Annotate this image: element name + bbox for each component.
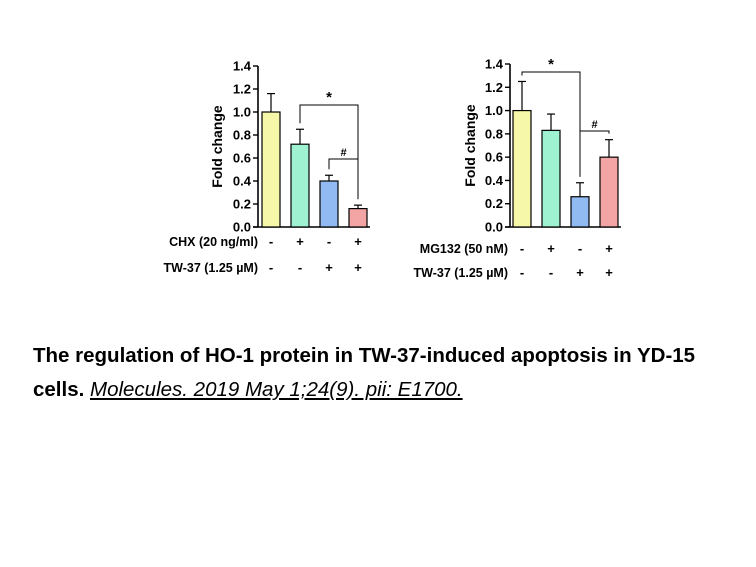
- condition-sign: -: [578, 241, 582, 256]
- y-tick-label: 1.2: [485, 80, 503, 95]
- bar: [319, 180, 339, 228]
- significance-mark: *: [326, 89, 332, 106]
- condition-sign: +: [605, 265, 613, 280]
- caption-text: The regulation of HO-1 protein in TW-37-…: [33, 344, 696, 401]
- y-tick-label: 1.0: [485, 103, 503, 118]
- condition-sign: -: [520, 265, 524, 280]
- condition-label: CHX (20 ng/ml): [169, 235, 258, 249]
- y-tick-label: 0.8: [233, 128, 251, 143]
- y-tick-label: 0.4: [485, 173, 504, 188]
- y-tick-label: 0.6: [485, 150, 503, 165]
- y-tick-label: 0.2: [233, 197, 251, 212]
- significance-bracket: [328, 158, 359, 200]
- condition-sign: -: [549, 265, 553, 280]
- y-tick-label: 0.4: [233, 174, 252, 189]
- figure-caption: The regulation of HO-1 protein in TW-37-…: [33, 339, 748, 407]
- bar: [512, 109, 532, 228]
- bar: [261, 111, 281, 228]
- y-axis-title: Fold change: [209, 105, 225, 188]
- bar: [290, 143, 310, 228]
- y-tick-label: 1.2: [233, 82, 251, 97]
- y-tick-label: 1.0: [233, 105, 251, 120]
- significance-bracket: [521, 71, 581, 177]
- significance-bracket: [579, 130, 610, 177]
- bar: [599, 156, 619, 228]
- condition-sign: -: [327, 234, 331, 249]
- y-tick-label: 0.6: [233, 151, 251, 166]
- condition-sign: +: [576, 265, 584, 280]
- condition-label: TW-37 (1.25 µM): [414, 266, 508, 280]
- condition-sign: -: [269, 260, 273, 275]
- y-axis-title: Fold change: [462, 104, 478, 187]
- condition-label: MG132 (50 nM): [420, 242, 508, 256]
- condition-sign: +: [325, 260, 333, 275]
- bar: [348, 208, 368, 228]
- condition-sign: -: [269, 234, 273, 249]
- y-tick-label: 0.2: [485, 196, 503, 211]
- y-tick-label: 0.0: [485, 220, 503, 235]
- condition-sign: +: [354, 234, 362, 249]
- bar: [570, 196, 590, 228]
- condition-label: TW-37 (1.25 µM): [164, 261, 258, 275]
- condition-sign: +: [605, 241, 613, 256]
- y-tick-label: 0.0: [233, 220, 251, 235]
- chart-mg132: 0.0 0.2 0.4 0.6 0.8 1.0 1.2 1.4 Fold change * # MG1…: [414, 56, 621, 280]
- y-tick-label: 1.4: [233, 59, 252, 74]
- significance-mark: *: [548, 56, 554, 73]
- condition-sign: +: [547, 241, 555, 256]
- condition-sign: -: [298, 260, 302, 275]
- citation-link[interactable]: Molecules. 2019 May 1;24(9). pii: E1700.: [90, 378, 463, 401]
- condition-sign: +: [296, 234, 304, 249]
- significance-mark: #: [340, 147, 346, 159]
- condition-sign: -: [520, 241, 524, 256]
- chart-chx: 0.0 0.2 0.4 0.6 0.8 1.0 1.2 1.4 Fold change * # CHX…: [164, 59, 370, 275]
- figure: 0.0 0.2 0.4 0.6 0.8 1.0 1.2 1.4 Fold change * # CHX…: [164, 56, 621, 280]
- significance-mark: #: [591, 119, 597, 131]
- condition-sign: +: [354, 260, 362, 275]
- bar: [541, 129, 561, 228]
- y-tick-label: 0.8: [485, 126, 503, 141]
- significance-bracket: [299, 104, 359, 200]
- y-tick-label: 1.4: [485, 57, 504, 72]
